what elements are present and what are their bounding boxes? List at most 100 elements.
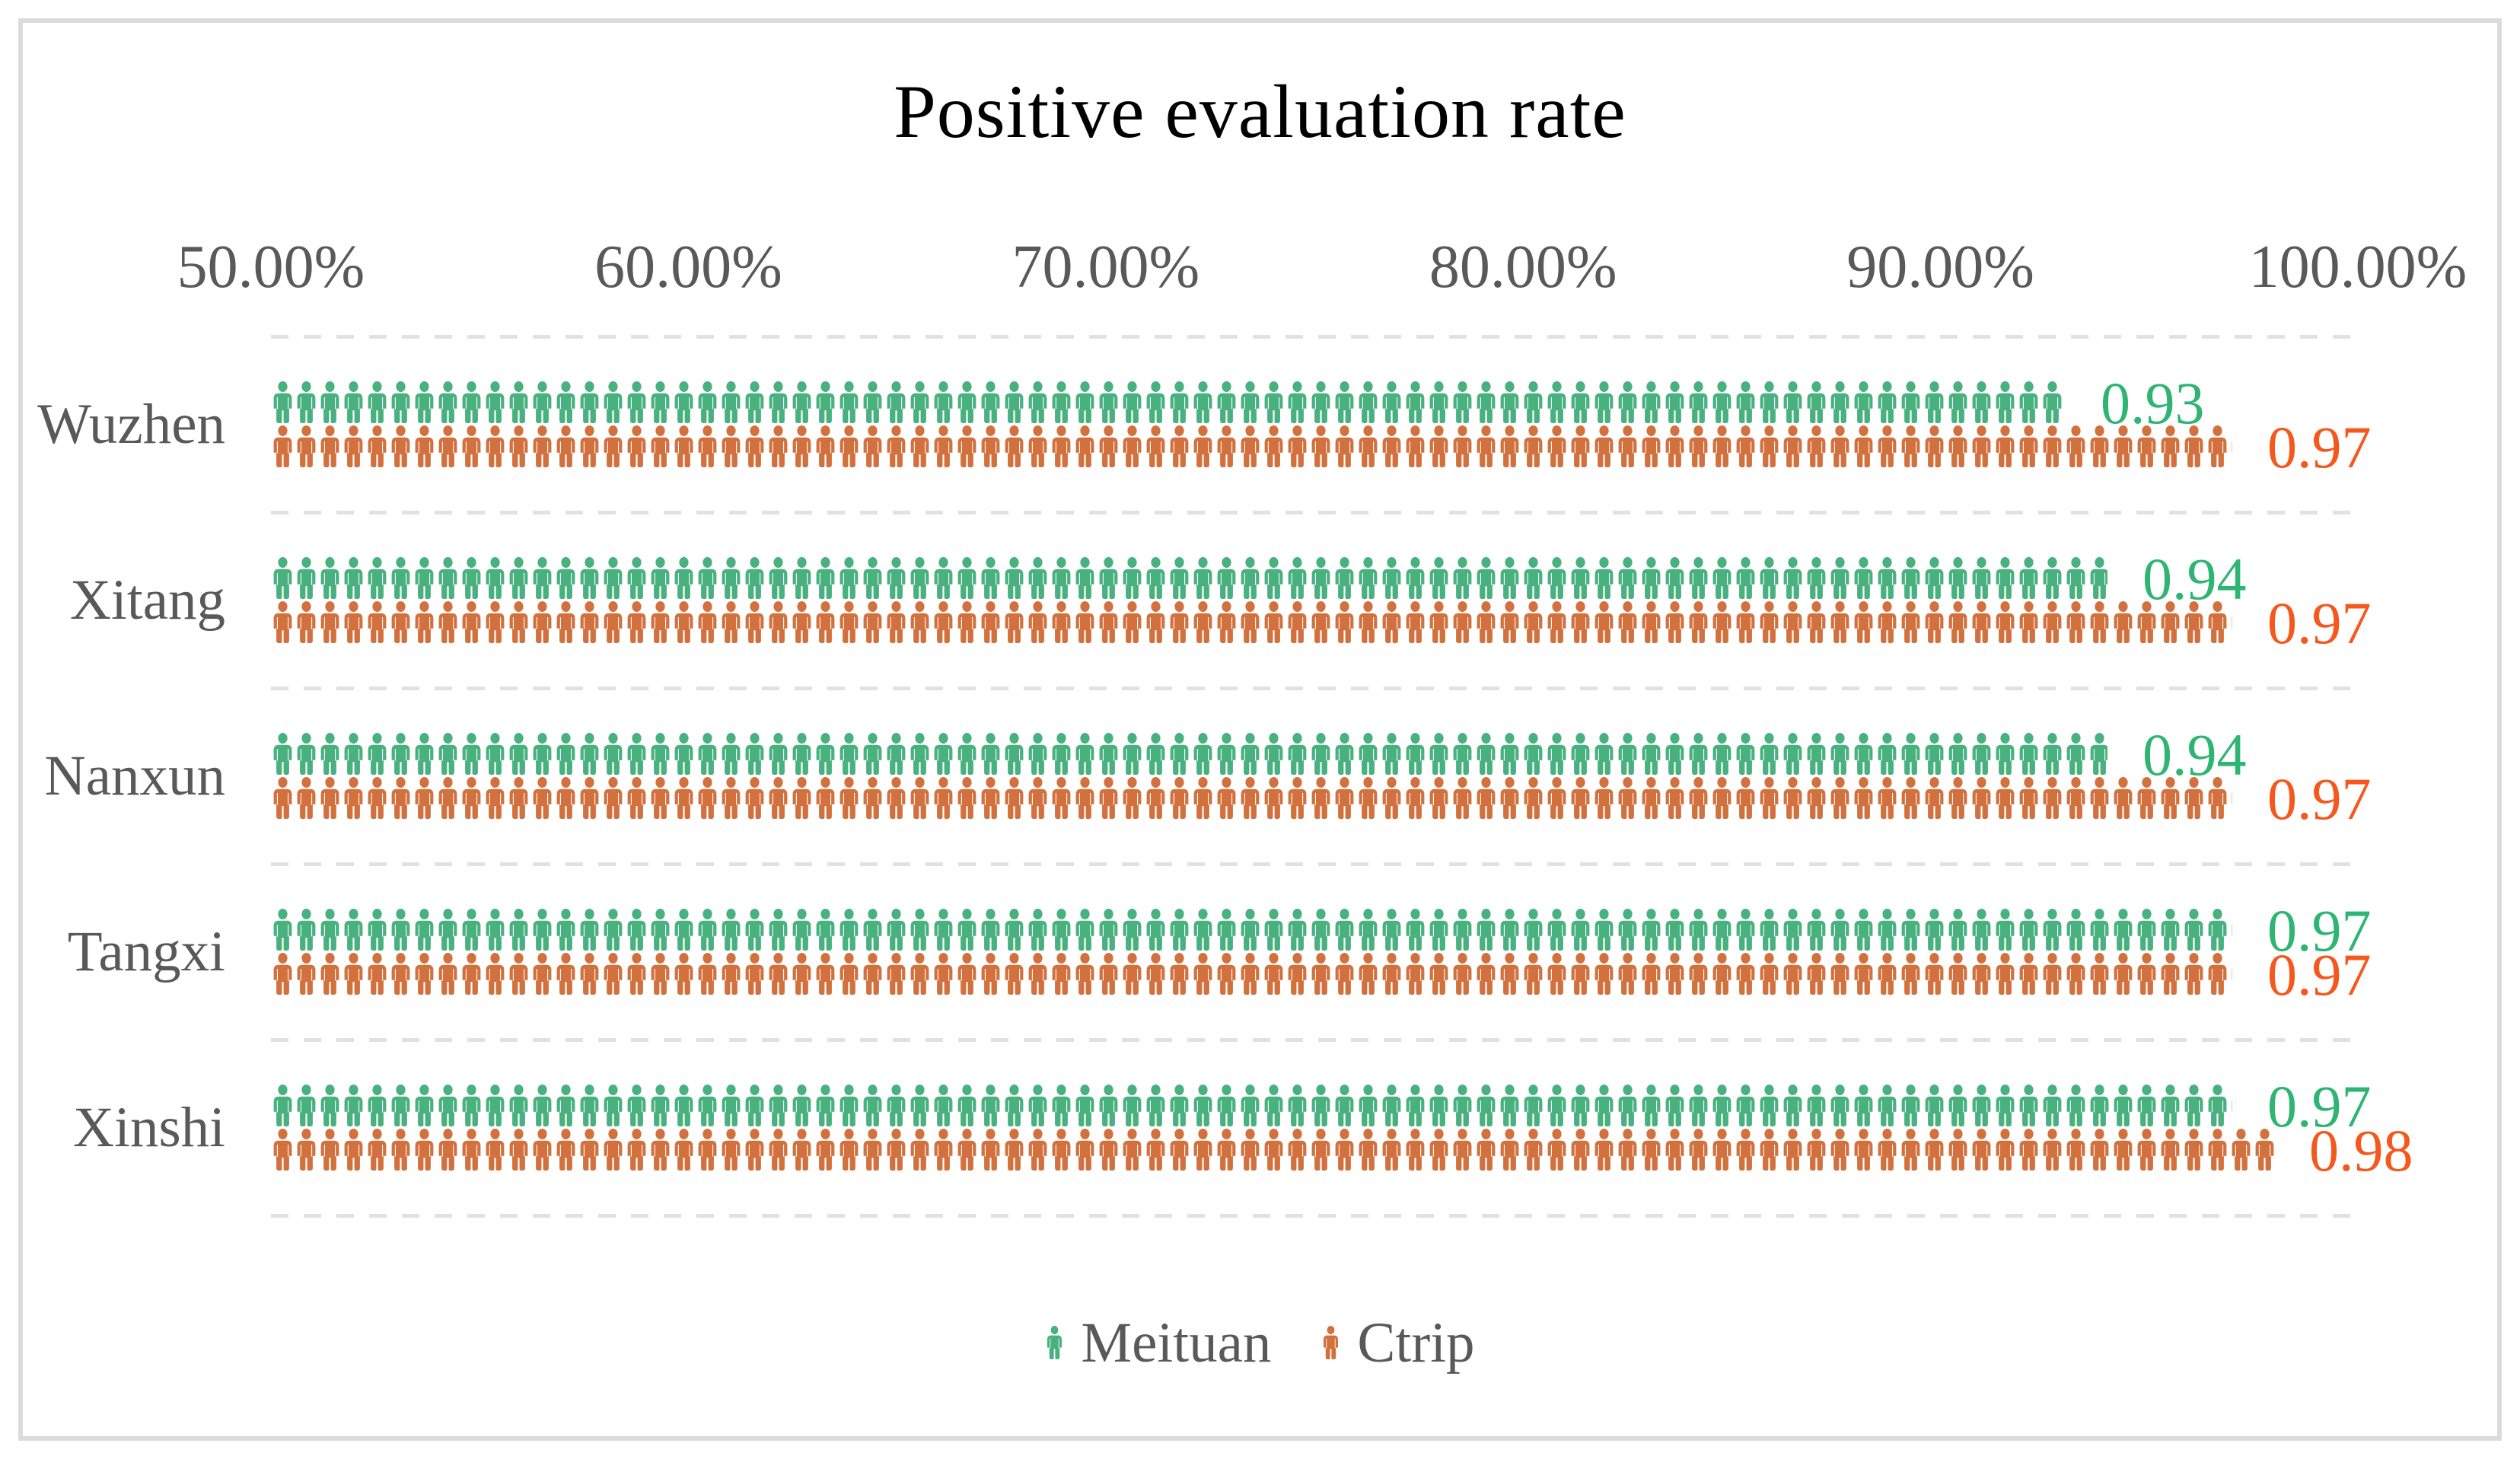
person-icon bbox=[344, 381, 363, 423]
person-icon bbox=[1500, 909, 1519, 951]
person-icon bbox=[1099, 777, 1118, 819]
person-icon bbox=[1689, 1129, 1708, 1171]
person-icon bbox=[981, 381, 1000, 423]
person-icon bbox=[509, 557, 528, 599]
category-label: Xinshi bbox=[72, 1095, 225, 1159]
person-icon bbox=[1689, 557, 1708, 599]
person-icon bbox=[556, 953, 575, 995]
person-icon bbox=[1099, 733, 1118, 775]
person-icon bbox=[1052, 1129, 1071, 1171]
person-icon bbox=[1948, 601, 1967, 643]
person-icon bbox=[2161, 777, 2180, 819]
person-icon bbox=[1406, 909, 1425, 951]
person-icon bbox=[1854, 1085, 1873, 1126]
person-icon bbox=[1925, 909, 1944, 951]
person-icon bbox=[1878, 601, 1897, 643]
person-icon bbox=[1712, 601, 1732, 643]
person-icon bbox=[273, 601, 292, 643]
person-icon bbox=[1429, 777, 1448, 819]
person-icon bbox=[533, 733, 552, 775]
person-icon bbox=[1429, 425, 1448, 467]
person-icon bbox=[2043, 1085, 2062, 1126]
person-icon bbox=[957, 909, 976, 951]
person-icon bbox=[1288, 601, 1307, 643]
person-icon bbox=[391, 557, 410, 599]
person-icon bbox=[1665, 1129, 1684, 1171]
person-icon bbox=[1005, 1129, 1024, 1171]
person-icon bbox=[2137, 953, 2156, 995]
person-icon bbox=[1595, 425, 1614, 467]
person-icon bbox=[486, 1085, 505, 1126]
person-icon bbox=[1665, 733, 1684, 775]
person-icon bbox=[1642, 601, 1661, 643]
person-icon bbox=[1948, 909, 1967, 951]
person-icon bbox=[438, 557, 457, 599]
person-icon bbox=[486, 1129, 505, 1171]
person-icon bbox=[1618, 381, 1637, 423]
person-icon bbox=[320, 425, 339, 467]
person-icon bbox=[1948, 733, 1967, 775]
person-icon bbox=[698, 953, 717, 995]
value-label-meituan: 0.94 bbox=[2142, 546, 2247, 612]
person-icon bbox=[769, 733, 788, 775]
person-icon bbox=[651, 557, 670, 599]
person-icon bbox=[1736, 909, 1755, 951]
person-icon bbox=[2137, 601, 2156, 643]
person-icon bbox=[1712, 733, 1732, 775]
person-icon bbox=[1453, 381, 1472, 423]
person-icon bbox=[1193, 1129, 1212, 1171]
value-label-meituan: 0.93 bbox=[2101, 370, 2205, 436]
person-icon bbox=[863, 381, 882, 423]
person-icon bbox=[674, 381, 693, 423]
person-icon bbox=[462, 909, 481, 951]
person-icon bbox=[1453, 557, 1472, 599]
person-icon bbox=[1996, 953, 2015, 995]
person-icon bbox=[580, 557, 599, 599]
chart-title: Positive evaluation rate bbox=[894, 69, 1626, 154]
person-icon bbox=[887, 777, 906, 819]
person-icon bbox=[486, 557, 505, 599]
person-icon bbox=[1406, 777, 1425, 819]
person-icon bbox=[438, 1085, 457, 1126]
person-icon bbox=[957, 425, 976, 467]
person-icon bbox=[1618, 1129, 1637, 1171]
person-icon bbox=[1193, 557, 1212, 599]
person-icon bbox=[1901, 909, 1920, 951]
person-icon bbox=[981, 1129, 1000, 1171]
person-icon bbox=[1123, 557, 1142, 599]
person-icon bbox=[1524, 1129, 1543, 1171]
person-icon bbox=[1075, 777, 1094, 819]
person-icon bbox=[1760, 425, 1779, 467]
person-icon bbox=[462, 1129, 481, 1171]
person-icon bbox=[863, 1085, 882, 1126]
person-icon bbox=[1925, 601, 1944, 643]
person-icon bbox=[1429, 1085, 1448, 1126]
person-icon bbox=[769, 1085, 788, 1126]
person-icon bbox=[1382, 557, 1401, 599]
person-icon bbox=[344, 1129, 363, 1171]
person-icon bbox=[1382, 381, 1401, 423]
person-icon bbox=[368, 777, 387, 819]
person-icon bbox=[1335, 1129, 1354, 1171]
person-icon bbox=[1854, 909, 1873, 951]
person-icon bbox=[1524, 953, 1543, 995]
person-icon bbox=[745, 733, 764, 775]
value-label-ctrip: 0.97 bbox=[2267, 766, 2372, 832]
person-icon bbox=[320, 381, 339, 423]
person-icon bbox=[1547, 733, 1566, 775]
person-icon bbox=[1146, 953, 1165, 995]
person-icon bbox=[1335, 909, 1354, 951]
person-icon bbox=[1288, 425, 1307, 467]
person-icon bbox=[1524, 909, 1543, 951]
person-icon bbox=[1736, 777, 1755, 819]
pictogram-row-ctrip bbox=[271, 777, 2232, 819]
person-icon bbox=[651, 909, 670, 951]
person-icon bbox=[1689, 381, 1708, 423]
person-icon bbox=[604, 601, 623, 643]
category-label: Nanxun bbox=[44, 744, 225, 808]
person-icon bbox=[651, 425, 670, 467]
person-icon bbox=[391, 1085, 410, 1126]
person-icon bbox=[580, 381, 599, 423]
person-icon bbox=[1807, 425, 1826, 467]
person-icon bbox=[1571, 953, 1590, 995]
